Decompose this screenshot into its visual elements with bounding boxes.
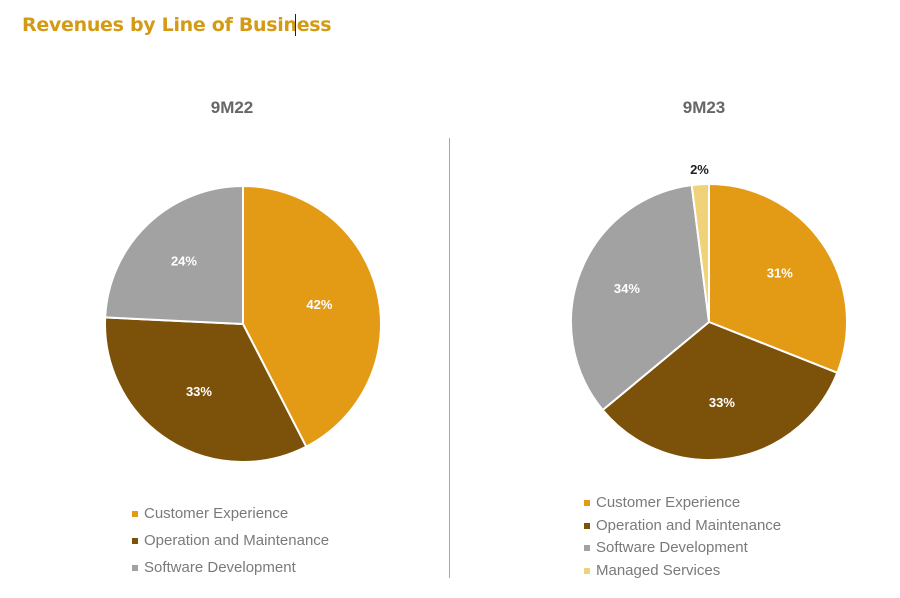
legend-swatch: [584, 567, 590, 574]
chart-title-9m22: 9M22: [210, 98, 254, 117]
legend-swatch: [584, 500, 590, 507]
legend-item-software-development: Software Development: [132, 554, 329, 581]
legend-item-customer-experience: Customer Experience: [584, 492, 781, 515]
legend-label: Customer Experience: [596, 494, 741, 511]
legend-swatch: [132, 510, 138, 517]
legend-swatch: [132, 537, 138, 544]
slice-label-customer-experience: 31%: [767, 265, 793, 280]
pie-chart-9m23: 31% 33% 34% 2%: [570, 162, 848, 461]
legend-9m23: Customer Experience Operation and Mainten…: [584, 492, 781, 582]
slice-label-operation-and-maintenance: 33%: [709, 395, 735, 410]
legend-swatch: [584, 545, 590, 552]
chart-title-9m23: 9M23: [682, 98, 726, 117]
legend-label: Customer Experience: [144, 505, 289, 522]
legend-item-customer-experience: Customer Experience: [132, 500, 329, 527]
slice-label-software-development: 24%: [171, 254, 197, 269]
slice-label-software-development: 34%: [614, 281, 640, 296]
legend-label: Managed Services: [596, 561, 721, 579]
legend-label: Operation and Maintenance: [596, 516, 782, 534]
legend-swatch: [132, 564, 138, 571]
legend-label: Software Development: [596, 539, 748, 556]
pie-slice-operation-and-maintenance: [601, 320, 839, 461]
text-cursor: [295, 14, 296, 36]
slice-label-operation-and-maintenance: 33%: [186, 384, 212, 399]
chart-divider: [449, 138, 450, 578]
legend-item-managed-services: Managed Services: [584, 560, 781, 583]
pie-slice-managed-services: [690, 182, 710, 323]
legend-label: Operation and Maintenance: [144, 532, 330, 549]
legend-item-operation-and-maintenance: Operation and Maintenance: [584, 515, 781, 538]
pie-chart-9m22: 42% 33% 24%: [104, 184, 382, 463]
pie-slice-customer-experience: [708, 182, 848, 375]
legend-9m22: Customer Experience Operation and Mainten…: [132, 500, 329, 581]
pie-slice-software-development: [104, 184, 244, 326]
slice-label-customer-experience: 42%: [306, 297, 332, 312]
legend-swatch: [584, 522, 590, 529]
pie-slice-software-development: [570, 183, 711, 412]
page-title: Revenues by Line of Business: [22, 14, 332, 36]
legend-label: Software Development: [144, 559, 296, 576]
legend-item-software-development: Software Development: [584, 537, 781, 560]
legend-item-operation-and-maintenance: Operation and Maintenance: [132, 527, 329, 554]
slice-label-managed-services: 2%: [690, 162, 709, 177]
pie-slice-operation-and-maintenance: [104, 316, 308, 463]
pie-slice-customer-experience: [242, 184, 382, 449]
